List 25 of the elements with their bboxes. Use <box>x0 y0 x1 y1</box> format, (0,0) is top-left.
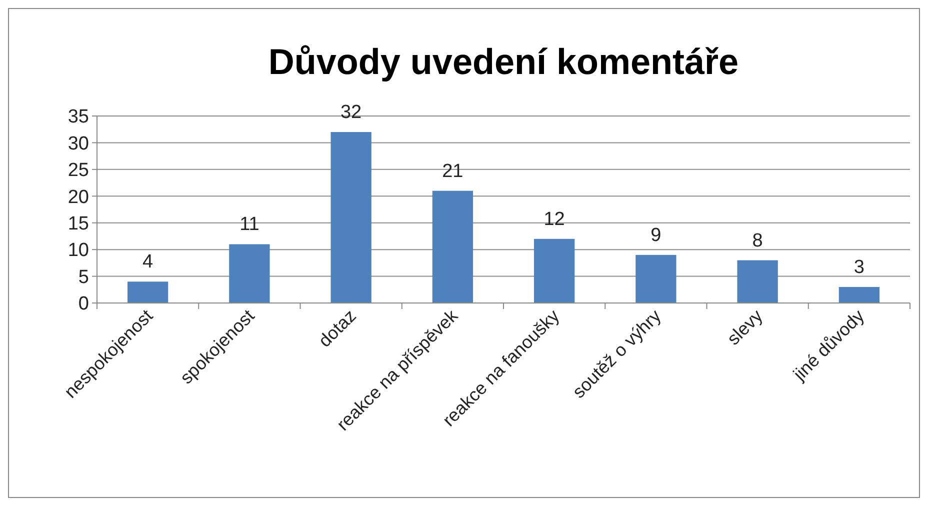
bar <box>330 132 372 303</box>
data-label: 4 <box>142 252 154 273</box>
y-tick-label: 35 <box>68 106 89 128</box>
y-tick-label: 25 <box>68 160 89 182</box>
y-tick-label: 5 <box>78 266 89 288</box>
data-label: 3 <box>854 256 864 278</box>
bar <box>229 244 270 303</box>
bar <box>636 254 676 303</box>
data-label: 21 <box>442 160 464 182</box>
bar <box>127 282 168 303</box>
bar <box>534 238 575 303</box>
data-label: 11 <box>240 214 260 236</box>
data-label: 9 <box>650 224 662 246</box>
y-tick-label: 10 <box>68 240 89 262</box>
chart-title: Důvody uvedení komentáře <box>268 41 739 82</box>
data-label: 12 <box>544 208 565 230</box>
bar <box>737 260 778 303</box>
y-tick-label: 20 <box>68 186 89 208</box>
bar <box>432 190 474 303</box>
y-tick-label: 15 <box>68 214 89 235</box>
y-tick-label: 30 <box>68 133 89 154</box>
data-label: 32 <box>340 102 362 124</box>
data-label: 8 <box>752 230 763 252</box>
y-tick-label: 0 <box>78 294 89 315</box>
bar <box>838 286 880 303</box>
